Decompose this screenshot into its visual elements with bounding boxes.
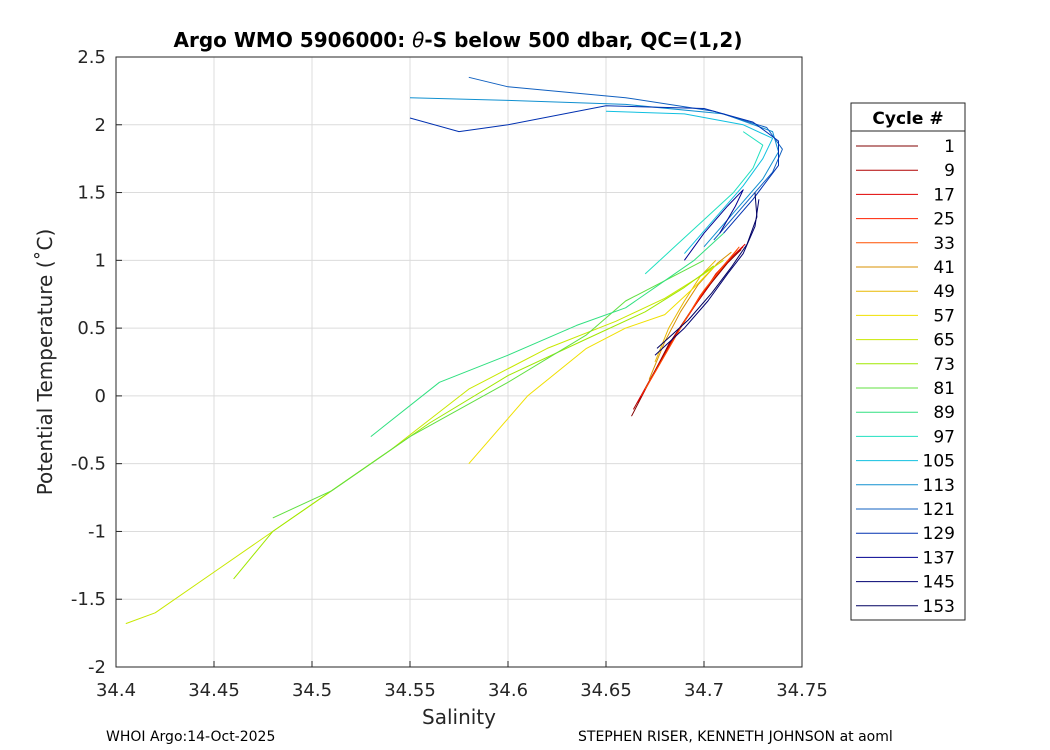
- legend-label: 137: [923, 548, 955, 568]
- footer-right: STEPHEN RISER, KENNETH JOHNSON at aoml: [578, 729, 893, 745]
- legend-label: 97: [933, 427, 955, 447]
- legend-label: 9: [944, 161, 955, 181]
- x-axis-label: Salinity: [422, 705, 496, 729]
- series-line-20: [656, 192, 758, 349]
- series-line-17: [409, 105, 779, 234]
- legend-label: 153: [923, 597, 955, 617]
- x-tick-label: 34.55: [384, 680, 436, 701]
- legend-label: 17: [933, 185, 955, 205]
- legend-label: 105: [923, 452, 955, 472]
- legend-label: 73: [933, 355, 955, 375]
- legend-label: 57: [933, 306, 955, 326]
- x-tick-labels: 34.4 34.45 34.5 34.55 34.6 34.65 34.7 34.75: [96, 680, 828, 701]
- series-layer: [125, 76, 783, 625]
- y-tick-label: 0.5: [77, 318, 106, 339]
- series-line-7: [654, 259, 717, 363]
- x-tick-label: 34.65: [580, 680, 632, 701]
- y-tick-label: 2.5: [77, 47, 106, 68]
- legend-label: 129: [923, 524, 955, 544]
- x-tick-label: 34.5: [292, 680, 332, 701]
- plot-frame: [115, 56, 803, 668]
- series-line-19: [654, 199, 760, 356]
- y-axis-label: Potential Temperature (˚C): [33, 229, 57, 496]
- legend-label: 113: [923, 476, 955, 496]
- legend: Cycle # 1 9 17 25 33 41 49 57 65 73 81 89 97 105 113 12…: [850, 102, 966, 621]
- legend-label: 65: [933, 331, 955, 351]
- y-tick-label: 1: [95, 250, 106, 271]
- legend-label: 121: [923, 500, 955, 520]
- series-line-18: [683, 189, 744, 261]
- legend-label: 49: [933, 282, 955, 302]
- x-tick-label: 34.7: [684, 680, 724, 701]
- x-tick-label: 34.75: [776, 680, 828, 701]
- y-tick-label: -2: [88, 657, 106, 678]
- y-tick-label: -0.5: [71, 454, 106, 475]
- series-line-13: [644, 131, 764, 275]
- x-tick-label: 34.6: [488, 680, 528, 701]
- legend-label: 41: [933, 258, 955, 278]
- legend-label: 145: [923, 573, 955, 593]
- y-tick-label: 0: [95, 386, 106, 407]
- y-tick-label: 1.5: [77, 183, 106, 204]
- legend-label: 1: [944, 137, 955, 157]
- legend-label: 81: [933, 379, 955, 399]
- legend-title: Cycle #: [872, 109, 943, 129]
- chart-title: Argo WMO 5906000: θ-S below 500 dbar, QC…: [174, 28, 743, 52]
- x-tick-label: 34.4: [96, 680, 136, 701]
- series-line-8: [468, 266, 715, 465]
- series-line-15: [409, 97, 779, 248]
- legend-box: [850, 102, 966, 621]
- x-tick-label: 34.45: [188, 680, 240, 701]
- series-line-5: [644, 246, 740, 390]
- legend-entries: 1 9 17 25 33 41 49 57 65 73 81 89 97 105 113 121 129 137 1…: [856, 137, 955, 617]
- plot-area: [116, 57, 802, 667]
- series-line-14: [605, 110, 774, 254]
- series-line-10: [233, 265, 715, 580]
- theta-symbol: θ: [412, 28, 424, 52]
- legend-label: 25: [933, 210, 955, 230]
- series-line-9: [125, 259, 724, 625]
- series-line-12: [370, 232, 724, 437]
- y-tick-labels: -2 -1.5 -1 -0.5 0 0.5 1 1.5 2 2.5: [71, 47, 106, 678]
- y-tick-label: -1.5: [71, 589, 106, 610]
- legend-label: 89: [933, 403, 955, 423]
- series-line-16: [468, 76, 783, 241]
- y-tick-label: 2: [95, 115, 106, 136]
- series-line-11: [272, 259, 705, 519]
- y-tick-label: -1: [88, 521, 106, 542]
- footer-left: WHOI Argo:14-Oct-2025: [106, 729, 275, 745]
- legend-label: 33: [933, 234, 955, 254]
